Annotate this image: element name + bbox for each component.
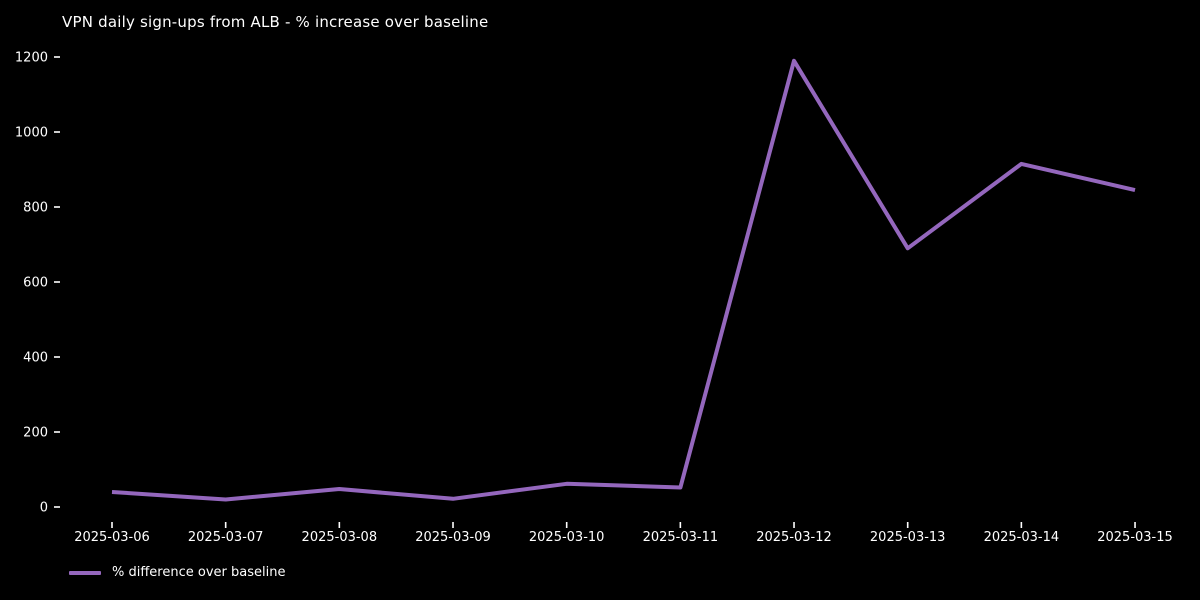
x-tick-label: 2025-03-06 xyxy=(74,530,150,545)
y-tick-label: 200 xyxy=(23,426,48,441)
x-tick-label: 2025-03-15 xyxy=(1097,530,1173,545)
x-tick-label: 2025-03-10 xyxy=(529,530,605,545)
legend: % difference over baseline xyxy=(69,565,285,580)
x-tick-label: 2025-03-12 xyxy=(756,530,832,545)
x-tick-label: 2025-03-07 xyxy=(188,530,264,545)
legend-line-swatch xyxy=(69,570,101,575)
x-tick-label: 2025-03-13 xyxy=(870,530,946,545)
x-tick-label: 2025-03-14 xyxy=(984,530,1060,545)
x-tick-label: 2025-03-08 xyxy=(302,530,378,545)
y-tick-label: 1000 xyxy=(15,126,48,141)
y-tick-label: 0 xyxy=(40,501,48,516)
y-tick-label: 400 xyxy=(23,351,48,366)
y-tick-label: 600 xyxy=(23,276,48,291)
chart-title: VPN daily sign-ups from ALB - % increase… xyxy=(62,13,489,31)
y-tick-label: 800 xyxy=(23,201,48,216)
data-line xyxy=(111,58,1136,502)
y-tick-label: 1200 xyxy=(15,51,48,66)
x-tick-label: 2025-03-11 xyxy=(643,530,719,545)
x-tick-label: 2025-03-09 xyxy=(415,530,491,545)
legend-label: % difference over baseline xyxy=(112,565,286,580)
